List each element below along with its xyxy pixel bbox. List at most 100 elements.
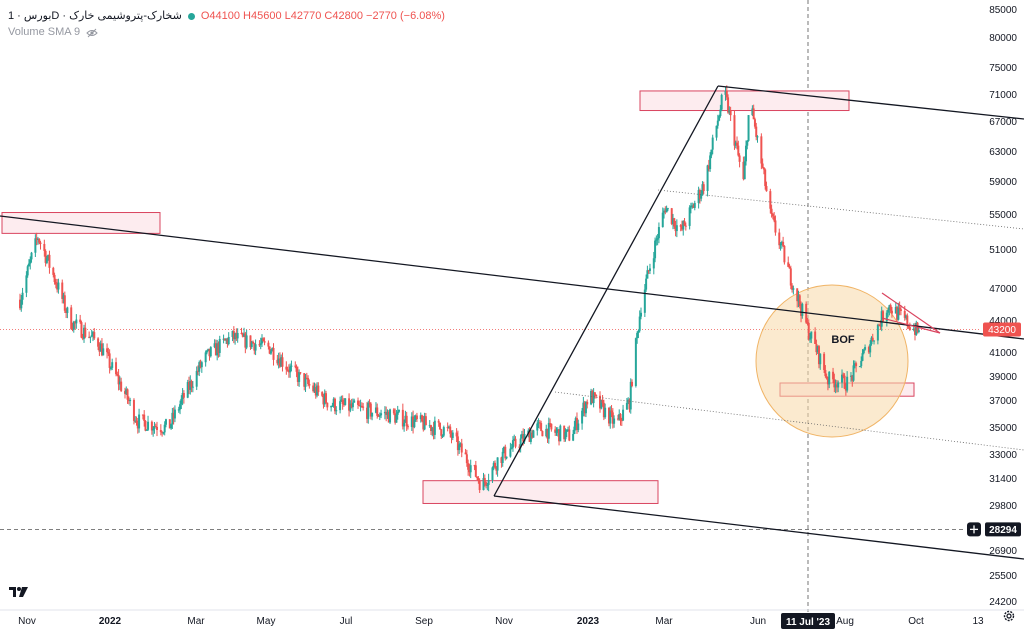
candle: [801, 302, 804, 319]
candle-body: [63, 295, 66, 311]
candle-body: [914, 328, 916, 335]
candle: [500, 456, 503, 468]
candle-body: [132, 399, 135, 421]
candle-body: [720, 94, 723, 110]
candle-body: [271, 348, 274, 352]
candle: [108, 349, 111, 374]
candle: [234, 332, 237, 345]
candle: [150, 420, 153, 435]
candle-body: [72, 321, 75, 330]
candle-body: [724, 90, 727, 95]
candle: [780, 240, 783, 249]
volume-indicator-label[interactable]: Volume SMA 9: [8, 26, 81, 38]
price-axis[interactable]: 85000 80000 75000 71000 67000 63000 59000 55000…: [967, 5, 1021, 608]
candle: [477, 476, 480, 484]
candle: [397, 409, 400, 413]
candle-body: [287, 369, 290, 373]
candle-body: [725, 90, 728, 98]
candle: [191, 381, 194, 393]
price-tick-label: 26900: [989, 546, 1017, 557]
candle-body: [446, 427, 449, 429]
candle: [555, 427, 558, 436]
candle-body: [602, 402, 605, 418]
candle-body: [746, 140, 749, 146]
candle-body: [564, 432, 567, 440]
candle: [511, 436, 514, 452]
candle-body: [367, 402, 370, 419]
candle: [502, 446, 505, 454]
candle-body: [643, 289, 646, 313]
candle: [610, 405, 613, 418]
candle: [91, 330, 94, 342]
candle-body: [88, 336, 91, 338]
candle: [492, 461, 495, 471]
candle-body: [125, 389, 128, 394]
candle: [564, 428, 567, 442]
hide-eye-icon[interactable]: [86, 27, 98, 38]
chart-settings-gear-icon[interactable]: [1002, 609, 1016, 623]
candle: [661, 207, 664, 228]
candle-body: [509, 448, 512, 457]
candle-body: [888, 305, 891, 310]
candle-body: [869, 344, 872, 353]
candle: [222, 334, 225, 344]
candle: [581, 408, 584, 430]
candle-body: [907, 325, 910, 328]
candle-body: [65, 310, 68, 313]
candle-body: [625, 402, 628, 410]
candle: [323, 389, 326, 407]
candle-body: [421, 415, 424, 422]
candle-body: [106, 348, 109, 353]
candle: [118, 376, 121, 390]
candle-body: [796, 288, 799, 302]
candle: [787, 256, 790, 268]
candle-body: [44, 250, 47, 263]
candle: [451, 430, 454, 441]
candle-body: [582, 402, 585, 411]
candle: [746, 140, 749, 150]
candle-body: [908, 327, 911, 330]
candle-body: [469, 465, 472, 473]
tradingview-logo-icon[interactable]: [8, 584, 30, 600]
candle-body: [236, 332, 239, 339]
candle-body: [798, 295, 801, 307]
candle-body: [619, 413, 622, 421]
candle: [313, 382, 316, 394]
candle-body: [672, 218, 675, 224]
candle-body: [876, 324, 879, 341]
candle-body: [277, 358, 280, 364]
candle-body: [620, 420, 623, 422]
candle: [312, 382, 315, 393]
candle-body: [182, 393, 185, 398]
candle-body: [502, 446, 505, 452]
candle-body: [861, 353, 864, 361]
candle: [267, 340, 270, 350]
candle: [572, 429, 575, 442]
candle-body: [395, 414, 398, 423]
candle: [880, 306, 883, 332]
candle-body: [424, 416, 427, 426]
symbol-name[interactable]: بورس · 1D · شخارک-پتروشیمی خارک: [8, 10, 182, 22]
candle-body: [383, 411, 386, 414]
candle: [269, 349, 272, 355]
candle-body: [849, 375, 852, 377]
candle-body: [744, 145, 747, 162]
candle-body: [609, 410, 612, 424]
candle-body: [241, 333, 244, 337]
candle-body: [449, 426, 452, 434]
time-tick-label: Mar: [187, 616, 205, 627]
candle: [476, 476, 479, 481]
candle: [747, 115, 750, 142]
candle-body: [154, 426, 157, 428]
candle: [625, 397, 628, 410]
candle: [53, 272, 56, 285]
candle-body: [109, 367, 112, 369]
candle: [679, 224, 682, 232]
candle-body: [56, 284, 59, 290]
time-axis[interactable]: Nov 2022 Mar May Jul Sep Nov 2023 Mar Jun Aug Oct 13…: [0, 609, 1024, 629]
candle: [550, 423, 553, 432]
candle: [38, 238, 41, 245]
candle: [807, 319, 810, 341]
candle: [332, 397, 335, 408]
